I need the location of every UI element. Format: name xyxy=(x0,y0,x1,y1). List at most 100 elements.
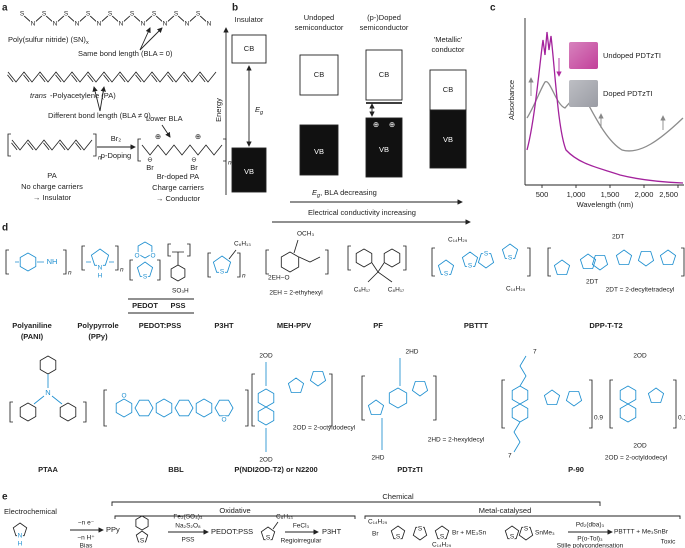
bond xyxy=(293,239,299,254)
bond xyxy=(437,259,455,275)
component-label: PSS xyxy=(170,301,185,310)
atom-label: S xyxy=(510,534,515,541)
caption: PA xyxy=(47,171,56,180)
atom-label: N xyxy=(18,533,23,540)
bond xyxy=(59,402,77,422)
atom-label: S xyxy=(444,271,449,278)
bond xyxy=(257,388,275,408)
bond xyxy=(9,401,13,423)
bond xyxy=(55,74,62,83)
bond xyxy=(21,13,210,25)
bond xyxy=(257,406,275,426)
atom-label: S xyxy=(86,11,91,18)
label: c xyxy=(490,3,496,14)
bond xyxy=(347,245,351,271)
bond xyxy=(518,526,534,541)
bond xyxy=(81,245,85,271)
substituent: C₁₄H₂₉ xyxy=(368,519,388,526)
reagent: P(o-Tol)₃ xyxy=(577,536,603,543)
bond xyxy=(511,403,529,423)
bond xyxy=(403,245,407,271)
charge: ⊖ xyxy=(191,157,197,164)
atom-label: O xyxy=(134,253,139,260)
bracket xyxy=(114,515,356,519)
bond xyxy=(119,74,126,83)
repeat-index: n xyxy=(120,267,124,274)
bond xyxy=(135,530,149,543)
repeat-index: n xyxy=(242,273,246,280)
condition: Bias xyxy=(80,543,93,548)
bond xyxy=(527,247,531,277)
repeat-index: n xyxy=(98,155,102,162)
section-title: Oxidative xyxy=(219,506,250,515)
substituent: 2EH−O xyxy=(268,275,290,282)
bond xyxy=(174,399,194,417)
bond xyxy=(39,74,46,83)
bond xyxy=(609,379,613,429)
substituent: 2OD xyxy=(259,457,273,464)
polymer-name: MEH-PPV xyxy=(277,321,311,330)
caption: No charge carriers xyxy=(21,182,83,191)
condition: Toxic xyxy=(661,539,677,546)
bond xyxy=(461,251,479,267)
bond xyxy=(223,138,227,162)
bond xyxy=(637,251,655,267)
bond xyxy=(212,255,232,273)
substituent: 2OD xyxy=(259,353,273,360)
structures xyxy=(5,13,685,543)
bond xyxy=(589,379,593,429)
polymer-name: P3HT xyxy=(214,321,234,330)
substituent: 2OD xyxy=(633,353,647,360)
atom-label: N xyxy=(163,21,168,28)
bond xyxy=(265,249,269,275)
substituent: C₆H₁₃ xyxy=(234,241,251,248)
bond xyxy=(137,241,153,259)
atom-label: S xyxy=(152,11,157,18)
bond xyxy=(390,525,406,540)
bond xyxy=(167,243,171,257)
bond xyxy=(33,374,63,405)
atom-label: S xyxy=(42,11,47,18)
column-title: 'Metallic' xyxy=(434,35,463,44)
band-label: VB xyxy=(379,145,389,154)
label: b xyxy=(232,3,238,14)
product: PBTTT + Me₃SnBr xyxy=(614,529,669,536)
polymer-name: PBTTT xyxy=(464,321,489,330)
bond xyxy=(199,74,206,83)
reagent: Br + ME₃Sn xyxy=(452,530,487,537)
substituent: 7 xyxy=(533,349,537,356)
bond xyxy=(172,251,184,265)
atom-label: S xyxy=(130,11,135,18)
bond xyxy=(513,355,527,453)
axis-label: Absorbance xyxy=(507,80,516,120)
note: 2DT = 2-decyltetradecyl xyxy=(606,287,675,294)
substituent: 2HD xyxy=(371,455,384,462)
legend-label: Doped PDTzTI xyxy=(603,89,653,98)
substituent: 7 xyxy=(508,453,512,460)
substituent: C₁₄H₂₉ xyxy=(432,542,452,548)
substituent: 2HD xyxy=(405,349,418,356)
film-gloss xyxy=(569,42,598,69)
caption: Br-doped PA xyxy=(157,172,199,181)
atom-label: S xyxy=(20,11,25,18)
bond xyxy=(355,248,373,268)
column-title: (p-)Doped xyxy=(367,13,401,22)
bond xyxy=(7,133,11,157)
bond xyxy=(431,247,435,277)
polymer-name: P-90 xyxy=(568,465,584,474)
column-title: Undoped xyxy=(304,13,334,22)
reagent: Pd₂(dba)₃ xyxy=(576,522,605,529)
bond xyxy=(103,389,107,427)
reagent: FeCl₃ xyxy=(293,523,310,530)
bond xyxy=(39,355,57,375)
bond xyxy=(325,249,329,275)
atom-label: NH xyxy=(47,257,58,266)
atom-label: S xyxy=(418,526,423,533)
polymer-name: DPP-T-T2 xyxy=(589,321,622,330)
substituent: 0.9 xyxy=(594,415,603,422)
atom-label: N xyxy=(98,265,103,272)
bond xyxy=(155,398,173,418)
polymer-name: Polyaniline xyxy=(12,321,52,330)
axis-label: Energy xyxy=(214,98,223,122)
x-tick-label: 1,000 xyxy=(567,190,586,199)
